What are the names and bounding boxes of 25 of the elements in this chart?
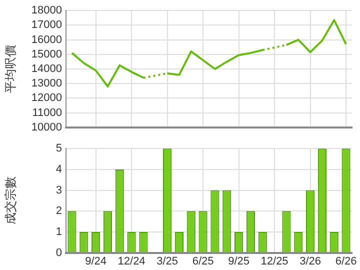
x-tick-label: 6/26 [335, 255, 357, 268]
y-tick-label: 10000 [31, 121, 62, 134]
y-tick-label: 12000 [31, 92, 62, 104]
x-tick-label: 6/25 [192, 255, 214, 268]
y-tick-label: 16000 [31, 34, 62, 46]
x-tick-label: 9/24 [85, 255, 107, 268]
y-axis-title: 成交宗數 [4, 176, 18, 225]
y-tick-label: 5 [56, 142, 62, 155]
y-tick-label: 17000 [31, 19, 62, 32]
y-tick-label: 18000 [31, 4, 62, 17]
x-tick-label: 9/25 [228, 255, 250, 268]
y-tick-label: 4 [56, 163, 62, 176]
y-tick-label: 0 [56, 246, 62, 259]
y-tick-label: 3 [56, 184, 62, 196]
y-axis-title: 平均呎價 [4, 45, 18, 93]
x-tick-label: 3/25 [156, 255, 178, 268]
y-tick-label: 2 [56, 205, 62, 218]
y-tick-label: 15000 [31, 48, 62, 60]
y-tick-label: 11000 [32, 106, 62, 119]
y-tick-label: 1 [56, 226, 62, 238]
x-tick-label: 12/24 [118, 255, 146, 268]
y-tick-label: 13000 [31, 78, 62, 90]
y-tick-label: 14000 [31, 63, 62, 76]
x-tick-label: 3/26 [300, 255, 322, 268]
x-tick-label: 12/25 [260, 255, 288, 268]
